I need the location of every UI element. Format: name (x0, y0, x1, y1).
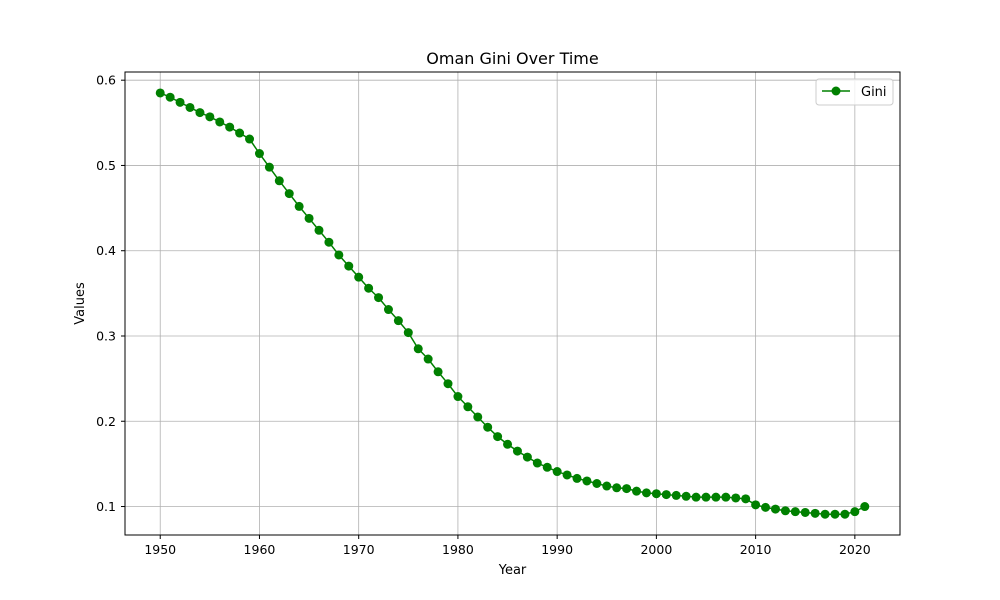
data-point (245, 134, 255, 144)
data-point (721, 492, 731, 502)
y-tick-label: 0.4 (96, 243, 116, 258)
data-point (334, 250, 344, 260)
data-point (294, 201, 304, 211)
data-point (582, 476, 592, 486)
y-tick-label: 0.5 (96, 158, 116, 173)
data-point (403, 328, 413, 338)
data-point (463, 402, 473, 412)
legend: Gini (815, 78, 894, 106)
y-axis: 0.1 0.2 0.3 0.4 0.5 0.6 (96, 73, 125, 514)
data-point (701, 492, 711, 502)
x-tick-label: 1990 (541, 542, 573, 557)
data-point (433, 367, 443, 377)
data-point (632, 486, 642, 496)
y-tick-label: 0.6 (96, 73, 116, 88)
data-point (225, 122, 235, 132)
data-point (453, 392, 463, 402)
data-point (314, 225, 324, 235)
legend-label: Gini (861, 85, 887, 100)
chart-title: Oman Gini Over Time (426, 49, 598, 68)
series-layer (155, 88, 870, 519)
data-point (354, 272, 364, 282)
plot-frame (124, 71, 901, 536)
data-point (691, 492, 701, 502)
data-point (850, 507, 860, 517)
data-point (780, 506, 790, 516)
data-point (344, 261, 354, 271)
data-point (572, 473, 582, 483)
data-point (512, 446, 522, 456)
data-point (612, 483, 622, 493)
x-axis: 1950 1960 1970 1980 1990 2000 2010 2020 (144, 535, 871, 557)
y-tick-label: 0.3 (96, 328, 116, 343)
data-point (254, 149, 264, 159)
data-point (383, 305, 393, 315)
data-point (810, 508, 820, 518)
data-point (860, 502, 870, 512)
data-point (374, 293, 384, 303)
x-tick-label: 2020 (839, 542, 871, 557)
data-point (751, 500, 761, 510)
data-point (264, 162, 274, 172)
data-point (761, 502, 771, 512)
data-point (671, 490, 681, 500)
data-point (274, 176, 284, 186)
data-point (304, 213, 314, 223)
data-point (602, 481, 612, 491)
data-point (711, 492, 721, 502)
legend-box (815, 78, 894, 106)
data-point (661, 490, 671, 500)
data-point (155, 88, 165, 98)
data-point (790, 507, 800, 517)
data-point (165, 92, 175, 102)
data-point (503, 439, 513, 449)
x-tick-label: 2000 (640, 542, 672, 557)
data-point (622, 484, 632, 494)
data-point (532, 458, 542, 468)
data-point (235, 128, 245, 138)
x-tick-label: 2010 (740, 542, 772, 557)
x-tick-label: 1980 (442, 542, 474, 557)
data-point (493, 432, 503, 442)
data-point (651, 489, 661, 499)
data-point (205, 112, 215, 122)
data-point (393, 316, 403, 326)
data-point (770, 504, 780, 514)
y-tick-label: 0.2 (96, 414, 116, 429)
data-point (830, 509, 840, 519)
data-point (641, 488, 651, 498)
y-axis-label: Values (73, 282, 88, 325)
data-point (522, 452, 532, 462)
data-point (681, 491, 691, 501)
legend-marker-swatch (831, 86, 841, 96)
x-tick-label: 1950 (144, 542, 176, 557)
data-point (542, 462, 552, 472)
y-tick-label: 0.1 (96, 499, 116, 514)
data-point (364, 283, 374, 293)
data-point (175, 97, 185, 107)
data-point (483, 422, 493, 432)
data-point (324, 237, 334, 247)
x-tick-label: 1970 (343, 542, 375, 557)
grid (125, 72, 900, 535)
data-point (185, 102, 195, 112)
data-point (562, 470, 572, 480)
data-point (423, 354, 433, 364)
data-point (592, 478, 602, 488)
data-point (820, 509, 830, 519)
data-point (443, 379, 453, 389)
x-axis-label: Year (498, 563, 527, 578)
data-point (473, 412, 483, 422)
data-point (741, 494, 751, 504)
x-tick-label: 1960 (244, 542, 276, 557)
data-point (413, 344, 423, 354)
data-point (552, 467, 562, 477)
data-point (215, 117, 225, 127)
data-point (800, 507, 810, 517)
data-point (284, 189, 294, 199)
data-point (731, 493, 741, 503)
data-point (840, 509, 850, 519)
data-point (195, 108, 205, 118)
